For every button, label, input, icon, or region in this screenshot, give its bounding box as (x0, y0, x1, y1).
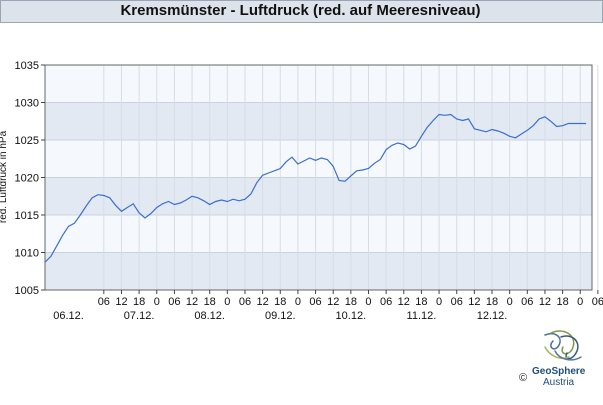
y-tick-label: 1020 (15, 173, 39, 185)
x-tick-label: 06 (98, 296, 110, 308)
x-tick-label: 12 (398, 296, 410, 308)
x-tick-label: 06 (168, 296, 180, 308)
day-label: 09.12. (265, 310, 296, 322)
x-tick-label: 12 (539, 296, 551, 308)
x-tick-label: 18 (204, 296, 216, 308)
y-axis-label: red. Luftdruck in hPa (0, 130, 9, 223)
x-tick-label: 12 (468, 296, 480, 308)
band (45, 215, 592, 253)
x-tick-label: 12 (256, 296, 268, 308)
logo-copyright: © (519, 372, 528, 384)
background-bands (45, 65, 592, 290)
y-tick-label: 1035 (15, 60, 39, 72)
x-tick-label: 18 (133, 296, 145, 308)
x-tick-label: 0 (295, 296, 301, 308)
x-tick-label: 0 (224, 296, 230, 308)
x-tick-label: 06 (451, 296, 463, 308)
y-tick-label: 1005 (15, 285, 39, 297)
x-tick-label: 18 (415, 296, 427, 308)
band (45, 65, 592, 103)
x-tick-label: 0 (365, 296, 371, 308)
x-tick-label: 12 (327, 296, 339, 308)
x-tick-label: 0 (577, 296, 583, 308)
x-tick-label: 12 (115, 296, 127, 308)
logo-name: GeoSphere (532, 366, 586, 377)
geosphere-logo-icon (544, 330, 582, 361)
x-tick-label: 06 (521, 296, 533, 308)
x-tick-label: 06 (592, 296, 603, 308)
geosphere-logo (515, 325, 603, 400)
day-label: 10.12. (336, 310, 367, 322)
y-axis-ticks: 1005 1010 1015 1020 1025 1030 1035 (15, 60, 45, 297)
logo-subtitle: Austria (543, 377, 575, 388)
chart-title: Kremsmünster - Luftdruck (red. auf Meere… (120, 2, 481, 19)
x-tick-label: 18 (274, 296, 286, 308)
x-tick-label: 06 (239, 296, 251, 308)
day-label: 06.12. (53, 310, 84, 322)
y-tick-label: 1030 (15, 98, 39, 110)
day-label: 11.12. (407, 310, 437, 322)
x-tick-label: 18 (556, 296, 568, 308)
day-label: 08.12. (194, 310, 225, 322)
x-tick-label: 0 (154, 296, 160, 308)
x-tick-label: 12 (186, 296, 198, 308)
day-labels: 06.12. 07.12. 08.12. 09.12. 10.12. 11.12. 12.1… (53, 310, 507, 322)
y-tick-label: 1025 (15, 135, 39, 147)
pressure-line (44, 113, 587, 263)
x-tick-label: 0 (507, 296, 513, 308)
x-tick-label: 18 (345, 296, 357, 308)
x-tick-label: 0 (436, 296, 442, 308)
x-axis-ticks: 06 12 18 0 06 12 18 0 06 12 18 0 06 12 18 0 06 12 18 0 06 12 1… (98, 290, 603, 308)
y-tick-label: 1010 (15, 248, 39, 260)
y-tick-label: 1015 (15, 210, 39, 222)
x-tick-label: 06 (309, 296, 321, 308)
day-label: 12.12. (477, 310, 508, 322)
band (45, 252, 592, 290)
x-tick-label: 06 (380, 296, 392, 308)
day-label: 07.12. (124, 310, 155, 322)
x-tick-label: 18 (486, 296, 498, 308)
band (45, 102, 592, 140)
